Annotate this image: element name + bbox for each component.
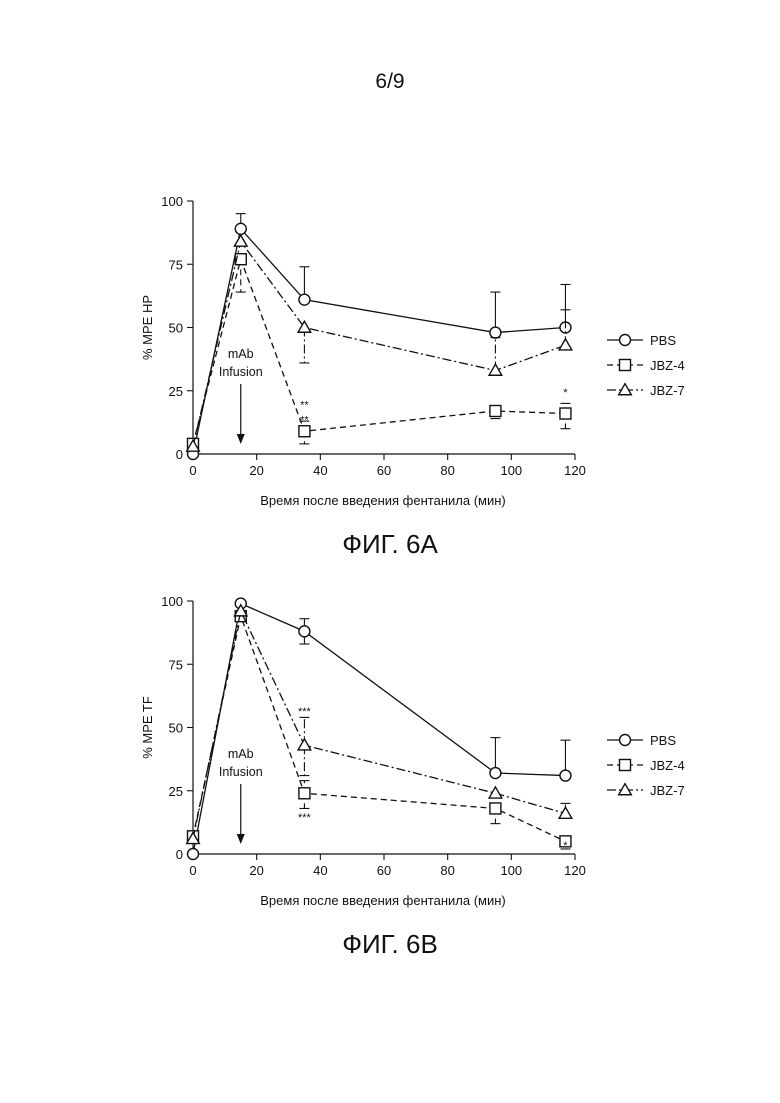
line-pbs xyxy=(193,604,565,854)
legend-marker xyxy=(620,735,631,746)
significance-mark: *** xyxy=(298,706,312,718)
x-tick-label: 100 xyxy=(500,863,522,878)
y-tick-label: 75 xyxy=(169,657,183,672)
series-pbs xyxy=(188,214,571,460)
legend-label: PBS xyxy=(650,333,676,348)
x-tick-label: 100 xyxy=(500,463,522,478)
y-tick-label: 50 xyxy=(169,721,183,736)
legend-label: PBS xyxy=(650,733,676,748)
line-pbs xyxy=(193,229,565,454)
infusion-arrow-head xyxy=(237,434,245,444)
point-circle xyxy=(490,327,501,338)
legend-label: JBZ-7 xyxy=(650,383,685,398)
legend-label: JBZ-4 xyxy=(650,758,685,773)
series-jbz-7 xyxy=(187,605,572,844)
point-circle xyxy=(235,223,246,234)
legend-label: JBZ-4 xyxy=(650,358,685,373)
y-tick-label: 25 xyxy=(169,784,183,799)
x-axis-label: Время после введения фентанила (мин) xyxy=(260,493,505,508)
y-axis-label: % MPE HP xyxy=(140,295,155,360)
line-jbz-7 xyxy=(193,611,565,839)
page-number: 6/9 xyxy=(0,70,780,94)
legend-6a: PBS JBZ-4 JBZ-7 xyxy=(607,333,685,398)
legend-6b: PBS JBZ-4 JBZ-7 xyxy=(607,733,685,798)
x-tick-label: 80 xyxy=(440,863,454,878)
figure-label: ФИГ. 6B xyxy=(342,929,438,959)
point-circle xyxy=(299,626,310,637)
infusion-arrow-head xyxy=(237,834,245,844)
y-tick-label: 0 xyxy=(176,447,183,462)
point-circle xyxy=(188,849,199,860)
point-triangle xyxy=(298,321,311,332)
y-tick-label: 25 xyxy=(169,384,183,399)
annotation-text: mAb xyxy=(228,747,254,761)
point-circle xyxy=(490,768,501,779)
axes-6b: 0 20 40 60 80 100 120 0 25 50 75 100 xyxy=(161,594,586,878)
x-tick-label: 0 xyxy=(189,463,196,478)
x-tick-label: 80 xyxy=(440,463,454,478)
infusion-annotation: mAb Infusion xyxy=(219,747,263,844)
x-tick-label: 40 xyxy=(313,863,327,878)
point-triangle xyxy=(559,339,572,350)
legend-marker xyxy=(620,760,631,771)
significance-mark: *** xyxy=(298,812,312,824)
patent-drawing-sheet: 6/9 0 20 40 60 80 100 120 0 25 50 75 100 Время после… xyxy=(0,0,780,1103)
y-axis-label: % MPE TF xyxy=(140,696,155,759)
series-jbz-7 xyxy=(187,235,572,451)
point-circle xyxy=(299,294,310,305)
series-pbs xyxy=(188,598,571,859)
point-triangle xyxy=(298,739,311,750)
legend-label: JBZ-7 xyxy=(650,783,685,798)
chart-6b: 0 20 40 60 80 100 120 0 25 50 75 100 Время после вве… xyxy=(0,580,780,980)
axes-6a: 0 20 40 60 80 100 120 0 25 50 75 100 xyxy=(161,194,586,478)
x-tick-label: 0 xyxy=(189,863,196,878)
annotation-text: mAb xyxy=(228,347,254,361)
point-square xyxy=(299,426,310,437)
significance-mark: ** xyxy=(300,399,309,411)
x-tick-label: 20 xyxy=(249,863,263,878)
point-square xyxy=(490,803,501,814)
legend-marker xyxy=(620,335,631,346)
point-square xyxy=(560,408,571,419)
x-tick-label: 20 xyxy=(249,463,263,478)
y-tick-label: 50 xyxy=(169,321,183,336)
x-tick-label: 40 xyxy=(313,463,327,478)
legend-marker xyxy=(619,784,632,795)
line-jbz-7 xyxy=(193,241,565,446)
x-tick-label: 120 xyxy=(564,463,586,478)
point-square xyxy=(299,788,310,799)
line-jbz-4 xyxy=(193,616,565,841)
x-tick-label: 60 xyxy=(377,463,391,478)
point-triangle xyxy=(234,235,247,246)
annotation-text: Infusion xyxy=(219,365,263,379)
x-tick-label: 60 xyxy=(377,863,391,878)
infusion-annotation: mAb Infusion xyxy=(219,347,263,444)
point-circle xyxy=(560,770,571,781)
significance-mark: * xyxy=(563,840,568,852)
point-square xyxy=(490,405,501,416)
x-axis-label: Время после введения фентанила (мин) xyxy=(260,893,505,908)
y-tick-label: 100 xyxy=(161,194,183,209)
legend-marker xyxy=(620,360,631,371)
annotation-text: Infusion xyxy=(219,765,263,779)
legend-marker xyxy=(619,384,632,395)
figure-label: ФИГ. 6A xyxy=(342,529,438,559)
significance-mark: ** xyxy=(300,415,309,427)
y-tick-label: 100 xyxy=(161,594,183,609)
y-tick-label: 75 xyxy=(169,257,183,272)
x-tick-label: 120 xyxy=(564,863,586,878)
y-tick-label: 0 xyxy=(176,847,183,862)
chart-6a: 0 20 40 60 80 100 120 0 25 50 75 100 Время после вве… xyxy=(0,180,780,580)
point-triangle xyxy=(489,364,502,375)
series-jbz-4 xyxy=(188,611,571,849)
significance-mark: * xyxy=(563,387,568,399)
